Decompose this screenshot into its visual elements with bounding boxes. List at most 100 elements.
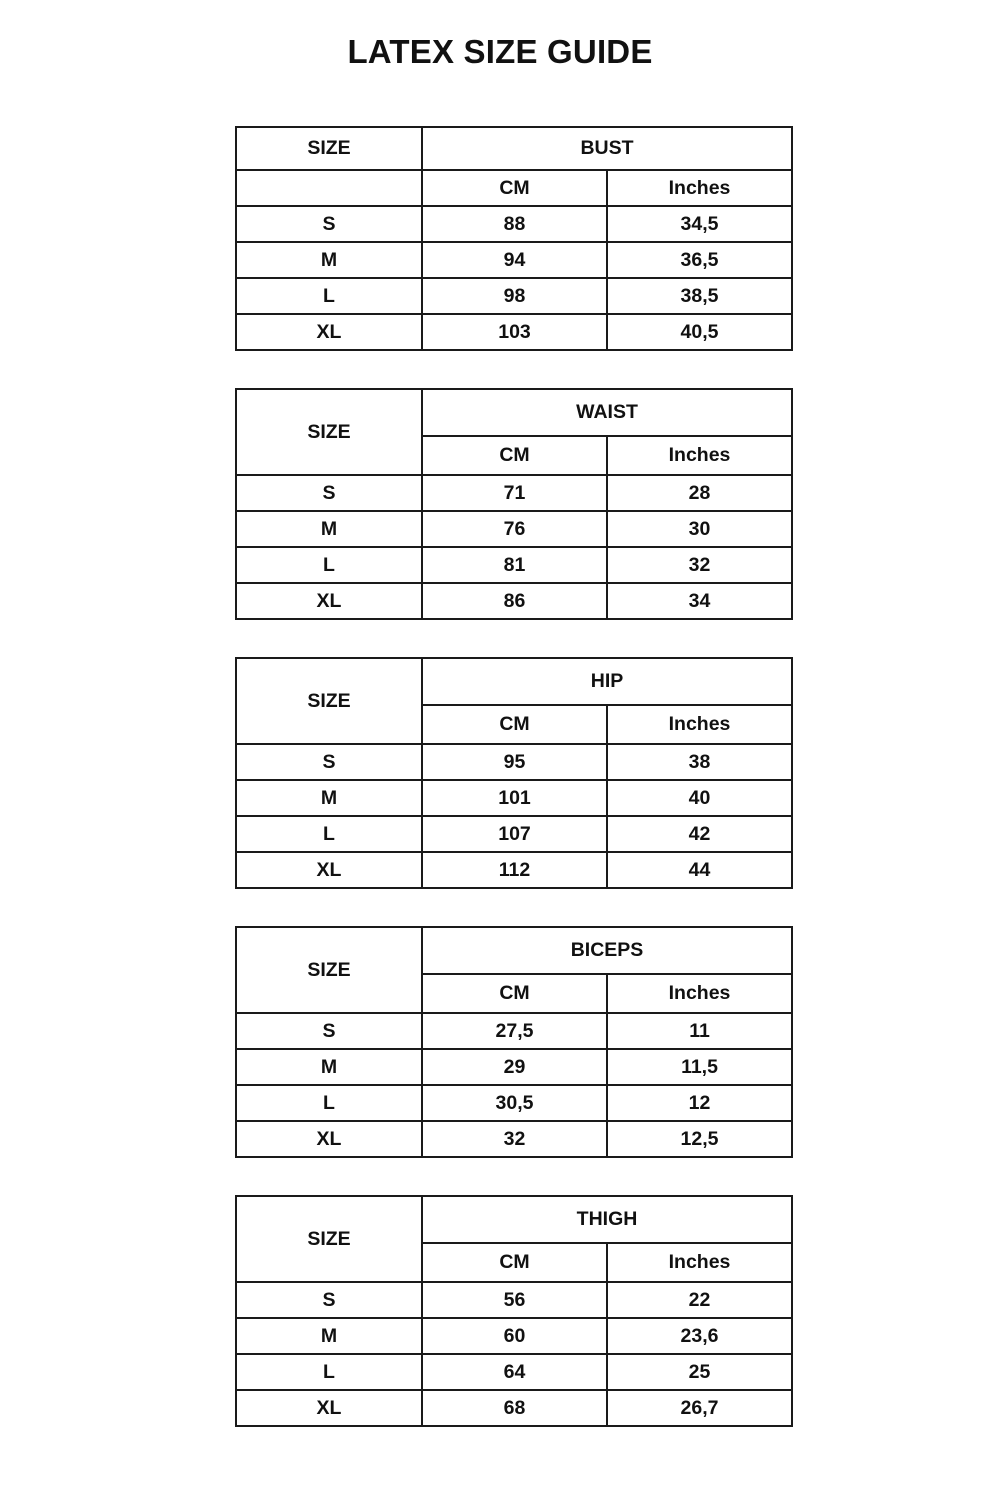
column-header-size: SIZE [235,126,423,171]
cell-inches: 30 [606,510,793,548]
table-row: S 88 34,5 [235,205,793,243]
cell-size: S [235,1012,423,1050]
table-row: XL 86 34 [235,582,793,620]
cell-cm: 68 [421,1389,608,1427]
table-header-row-units: CM Inches [235,169,793,207]
cell-size: S [235,474,423,512]
size-table-biceps: SIZE BICEPS CM Inches S 27,5 11 M 29 11,… [235,926,794,1158]
size-table-waist: SIZE WAIST CM Inches S 71 28 M 76 30 [235,388,793,620]
table-row: S 71 28 [235,474,793,512]
cell-inches: 40 [605,779,794,817]
table-row: XL 32 12,5 [235,1120,794,1158]
table-row: L 107 42 [235,815,794,853]
cell-cm: 94 [421,241,608,279]
cell-size: M [235,510,423,548]
cell-inches: 11,5 [605,1048,794,1086]
table-row: XL 112 44 [235,851,794,889]
cell-size: L [235,1084,423,1122]
column-header-inches: Inches [605,972,794,1015]
cell-inches: 25 [605,1353,794,1391]
cell-inches: 23,6 [605,1317,794,1355]
table-row: M 94 36,5 [235,241,793,279]
column-header-size: SIZE [235,926,423,1014]
table-row: M 101 40 [235,779,794,817]
cell-size: M [235,779,423,817]
cell-cm: 88 [421,205,608,243]
table-header-row-units: CM Inches [236,1241,794,1284]
column-header-cm: CM [421,972,608,1015]
column-header-inches: Inches [605,703,794,746]
cell-inches: 38 [605,743,794,781]
cell-cm: 112 [421,851,608,889]
cell-inches: 12,5 [605,1120,794,1158]
table-row: M 29 11,5 [235,1048,794,1086]
table-row: L 98 38,5 [235,277,793,315]
size-table-thigh: SIZE THIGH CM Inches S 56 22 M 60 23,6 [235,1195,794,1427]
cell-size: XL [235,582,423,620]
table-header-row-units: CM Inches [236,703,794,746]
cell-cm: 101 [421,779,608,817]
measurement-header: BICEPS [420,926,794,975]
cell-size: S [235,1281,423,1319]
cell-inches: 36,5 [606,241,793,279]
cell-inches: 28 [606,474,793,512]
cell-size: L [235,277,423,315]
cell-inches: 34,5 [606,205,793,243]
table-header-row-measurement: SIZE BUST [235,126,793,171]
cell-size: M [235,1048,423,1086]
cell-inches: 26,7 [605,1389,794,1427]
cell-cm: 32 [421,1120,608,1158]
measurement-header: BUST [421,126,793,171]
column-header-cm: CM [421,434,608,477]
table-row: S 56 22 [235,1281,794,1319]
table-row: L 81 32 [235,546,793,584]
table-header-row-units: CM Inches [236,972,794,1015]
cell-inches: 22 [605,1281,794,1319]
measurement-header: THIGH [420,1195,794,1244]
table-header-row-measurement: SIZE WAIST [235,388,793,476]
size-table-hip: SIZE HIP CM Inches S 95 38 M 101 40 [235,657,794,889]
cell-inches: 38,5 [606,277,793,315]
cell-cm: 64 [421,1353,608,1391]
table-header-row-measurement: SIZE HIP [235,657,794,745]
column-header-size: SIZE [235,657,423,745]
cell-inches: 34 [606,582,793,620]
page-title: LATEX SIZE GUIDE [347,33,653,70]
cell-size: L [235,546,423,584]
cell-cm: 86 [421,582,608,620]
column-header-size: SIZE [235,1195,423,1283]
blank-header-cell [235,169,423,207]
cell-size: XL [235,313,423,351]
table-row: L 64 25 [235,1353,794,1391]
cell-inches: 44 [605,851,794,889]
cell-cm: 81 [421,546,608,584]
cell-size: XL [235,1120,423,1158]
column-header-cm: CM [421,1241,608,1284]
measurement-header: WAIST [421,388,793,437]
cell-cm: 56 [421,1281,608,1319]
column-header-cm: CM [421,703,608,746]
cell-size: M [235,241,423,279]
cell-cm: 30,5 [421,1084,608,1122]
cell-size: XL [235,1389,423,1427]
cell-inches: 42 [605,815,794,853]
table-header-row-measurement: SIZE THIGH [235,1195,794,1283]
cell-cm: 27,5 [421,1012,608,1050]
table-row: M 76 30 [235,510,793,548]
size-tables-container: SIZE BUST CM Inches S 88 34,5 M 94 36,5 [235,126,794,1427]
table-row: XL 103 40,5 [235,313,793,351]
cell-size: L [235,815,423,853]
table-row: L 30,5 12 [235,1084,794,1122]
column-header-inches: Inches [605,1241,794,1284]
column-header-inches: Inches [606,169,793,207]
cell-cm: 107 [421,815,608,853]
cell-size: XL [235,851,423,889]
cell-cm: 71 [421,474,608,512]
cell-size: S [235,205,423,243]
cell-cm: 103 [421,313,608,351]
table-header-row-units: CM Inches [236,434,793,477]
cell-cm: 29 [421,1048,608,1086]
column-header-size: SIZE [235,388,423,476]
column-header-cm: CM [421,169,608,207]
